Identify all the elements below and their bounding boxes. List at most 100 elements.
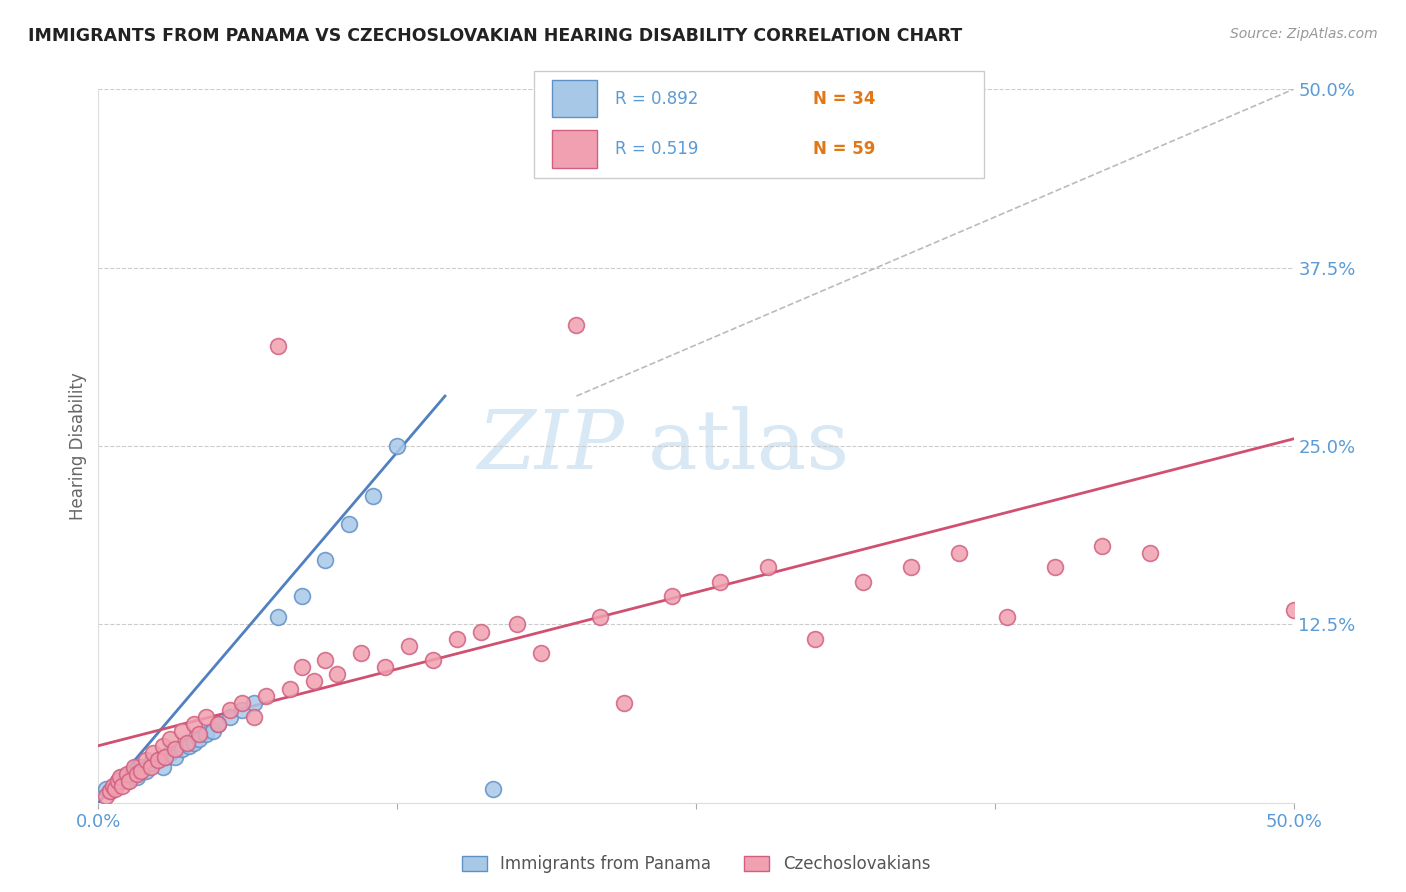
Point: [661, 589, 683, 603]
Point: [98, 784, 122, 798]
Point: [350, 646, 373, 660]
Point: [709, 574, 731, 589]
Point: [148, 753, 170, 767]
Point: [385, 439, 409, 453]
Text: IMMIGRANTS FROM PANAMA VS CZECHOSLOVAKIAN HEARING DISABILITY CORRELATION CHART: IMMIGRANTS FROM PANAMA VS CZECHOSLOVAKIA…: [28, 27, 962, 45]
Point: [152, 739, 174, 753]
Legend: Immigrants from Panama, Czechoslovakians: Immigrants from Panama, Czechoslovakians: [456, 849, 936, 880]
Point: [1282, 603, 1305, 617]
Point: [219, 703, 242, 717]
Point: [315, 653, 337, 667]
Point: [290, 589, 312, 603]
Point: [172, 724, 194, 739]
Point: [529, 646, 551, 660]
Point: [337, 517, 360, 532]
Point: [155, 750, 177, 764]
Point: [107, 774, 129, 789]
Point: [131, 760, 153, 774]
Point: [179, 739, 201, 753]
Point: [756, 560, 779, 574]
Point: [481, 781, 505, 796]
Point: [243, 710, 266, 724]
Point: [852, 574, 875, 589]
Point: [124, 760, 146, 774]
Point: [135, 764, 157, 779]
Point: [108, 770, 131, 784]
Point: [231, 696, 253, 710]
Point: [506, 617, 529, 632]
Bar: [553, 130, 598, 168]
Point: [118, 774, 141, 789]
Point: [1091, 539, 1114, 553]
Point: [183, 736, 205, 750]
Point: [159, 746, 181, 760]
Point: [207, 717, 229, 731]
Point: [104, 779, 127, 793]
Point: [995, 610, 1018, 624]
Text: R = 0.519: R = 0.519: [616, 141, 699, 159]
Point: [231, 703, 253, 717]
Point: [152, 760, 174, 774]
Point: [267, 339, 290, 353]
Point: [94, 789, 117, 803]
Text: atlas: atlas: [648, 406, 851, 486]
Point: [804, 632, 827, 646]
FancyBboxPatch shape: [534, 71, 984, 178]
Point: [315, 553, 337, 567]
Point: [948, 546, 970, 560]
Point: [163, 750, 186, 764]
Point: [176, 736, 198, 750]
Point: [1139, 546, 1161, 560]
Point: [172, 741, 194, 756]
Point: [194, 727, 217, 741]
Point: [183, 717, 205, 731]
Point: [187, 727, 209, 741]
Text: N = 34: N = 34: [813, 90, 876, 108]
Point: [187, 731, 209, 746]
Point: [142, 746, 165, 760]
Point: [422, 653, 444, 667]
Point: [243, 696, 266, 710]
Point: [139, 756, 162, 770]
Point: [278, 681, 301, 696]
Point: [148, 753, 170, 767]
Point: [98, 784, 122, 798]
Point: [124, 764, 146, 779]
Point: [613, 696, 636, 710]
Point: [267, 610, 290, 624]
Point: [302, 674, 325, 689]
Point: [104, 781, 127, 796]
Bar: [553, 80, 598, 118]
Point: [900, 560, 922, 574]
Point: [135, 753, 157, 767]
Point: [202, 724, 225, 739]
Point: [163, 741, 186, 756]
Point: [94, 781, 117, 796]
Point: [374, 660, 396, 674]
Point: [118, 767, 141, 781]
Point: [254, 689, 277, 703]
Point: [326, 667, 349, 681]
Point: [363, 489, 385, 503]
Point: [107, 774, 129, 789]
Point: [159, 731, 181, 746]
Point: [125, 767, 148, 781]
Text: Source: ZipAtlas.com: Source: ZipAtlas.com: [1230, 27, 1378, 41]
Point: [589, 610, 612, 624]
Point: [207, 717, 229, 731]
Text: N = 59: N = 59: [813, 141, 876, 159]
Text: ZIP: ZIP: [478, 406, 624, 486]
Point: [131, 764, 153, 779]
Point: [219, 710, 242, 724]
Point: [398, 639, 420, 653]
Point: [1043, 560, 1066, 574]
Point: [111, 770, 134, 784]
Point: [139, 760, 162, 774]
Y-axis label: Hearing Disability: Hearing Disability: [69, 372, 87, 520]
Point: [470, 624, 492, 639]
Point: [101, 779, 124, 793]
Point: [565, 318, 588, 332]
Text: R = 0.892: R = 0.892: [616, 90, 699, 108]
Point: [115, 767, 138, 781]
Point: [290, 660, 312, 674]
